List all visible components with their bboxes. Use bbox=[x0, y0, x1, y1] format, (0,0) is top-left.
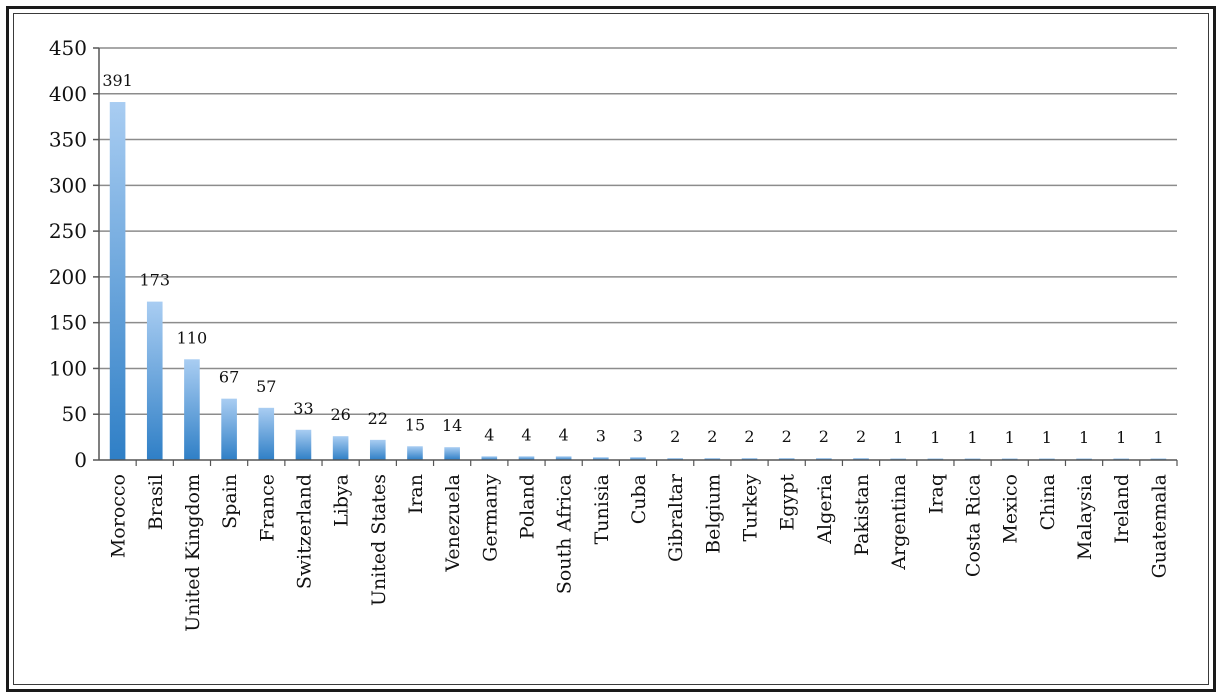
bar bbox=[407, 446, 423, 460]
data-label: 14 bbox=[442, 416, 462, 435]
bar bbox=[295, 429, 312, 460]
data-label: 3 bbox=[633, 426, 643, 445]
category-label: Spain bbox=[219, 474, 241, 529]
data-label: 1 bbox=[967, 428, 977, 447]
y-tick-label: 300 bbox=[49, 173, 87, 197]
category-label: Tunisia bbox=[591, 474, 613, 544]
category-label: Mexico bbox=[1000, 474, 1022, 544]
bars bbox=[109, 102, 1167, 461]
data-label: 2 bbox=[707, 427, 717, 446]
bar bbox=[630, 457, 646, 460]
y-tick-label: 400 bbox=[49, 82, 87, 106]
category-label: Venezuela bbox=[442, 474, 464, 573]
category-label: Malaysia bbox=[1074, 474, 1096, 560]
category-label: South Africa bbox=[554, 474, 576, 594]
bar bbox=[258, 407, 275, 460]
bar bbox=[555, 456, 572, 460]
y-tick-label: 450 bbox=[49, 36, 87, 60]
data-label: 26 bbox=[330, 405, 350, 424]
category-label: Poland bbox=[516, 474, 538, 539]
y-axis: 0 50 100 150 200 250 300 350 400 450 bbox=[49, 36, 100, 472]
bar bbox=[221, 398, 237, 460]
category-label: Costa Rica bbox=[963, 474, 985, 577]
bar bbox=[481, 456, 498, 460]
data-label: 67 bbox=[219, 368, 239, 387]
category-label: Belgium bbox=[702, 474, 724, 554]
x-axis: Morocco Brasil United Kingdom Spain France Sw… bbox=[99, 459, 1178, 632]
bar bbox=[518, 456, 535, 460]
bar bbox=[778, 458, 795, 460]
y-tick-label: 250 bbox=[49, 219, 87, 243]
category-label: Cuba bbox=[628, 474, 650, 524]
bar bbox=[704, 458, 721, 460]
category-label: Turkey bbox=[740, 474, 762, 542]
category-label: Libya bbox=[331, 474, 353, 527]
data-label: 391 bbox=[102, 71, 133, 90]
bar bbox=[853, 458, 869, 460]
category-label: Iraq bbox=[925, 474, 947, 514]
category-label: Guatemala bbox=[1148, 474, 1170, 578]
data-label: 2 bbox=[744, 427, 754, 446]
data-label: 22 bbox=[368, 409, 388, 428]
y-tick-label: 150 bbox=[49, 311, 87, 335]
bar bbox=[444, 447, 460, 460]
data-label: 1 bbox=[1116, 428, 1126, 447]
data-label: 1 bbox=[930, 428, 940, 447]
data-label: 15 bbox=[405, 415, 425, 434]
y-tick-label: 100 bbox=[49, 356, 87, 380]
bar bbox=[332, 436, 349, 460]
bar bbox=[593, 457, 609, 460]
data-label: 2 bbox=[782, 427, 792, 446]
data-label: 1 bbox=[893, 428, 903, 447]
data-label: 4 bbox=[559, 425, 569, 444]
data-label: 57 bbox=[256, 377, 276, 396]
bar bbox=[741, 458, 758, 460]
data-label: 1 bbox=[1079, 428, 1089, 447]
category-label: Algeria bbox=[814, 474, 836, 545]
category-label: France bbox=[256, 474, 278, 542]
data-label: 4 bbox=[484, 425, 494, 444]
category-label: Argentina bbox=[888, 474, 910, 571]
category-label: United States bbox=[368, 474, 390, 606]
data-label: 4 bbox=[521, 425, 531, 444]
category-label: Egypt bbox=[777, 474, 799, 531]
category-label: Ireland bbox=[1111, 474, 1133, 544]
category-label: Iran bbox=[405, 474, 427, 514]
y-tick-label: 0 bbox=[74, 448, 87, 472]
data-label: 2 bbox=[670, 427, 680, 446]
bar-chart: 0 50 100 150 200 250 300 350 400 450 391 173 110 67 5… bbox=[49, 36, 1178, 632]
chart-inner-border bbox=[13, 13, 1209, 685]
y-tick-label: 200 bbox=[49, 265, 87, 289]
bar bbox=[146, 301, 163, 460]
bar bbox=[667, 458, 683, 460]
category-label: United Kingdom bbox=[182, 474, 204, 632]
data-label: 1 bbox=[1042, 428, 1052, 447]
data-label: 2 bbox=[856, 427, 866, 446]
bar bbox=[109, 102, 126, 461]
y-tick-label: 50 bbox=[62, 402, 87, 426]
bar bbox=[184, 359, 200, 460]
chart-frame: 0 50 100 150 200 250 300 350 400 450 391 173 110 67 5… bbox=[6, 6, 1216, 692]
category-label: Morocco bbox=[108, 474, 130, 558]
category-label: Brasil bbox=[145, 474, 167, 530]
category-label: Gibraltar bbox=[665, 473, 687, 562]
data-label: 173 bbox=[139, 271, 170, 290]
data-label: 2 bbox=[819, 427, 829, 446]
data-label: 1 bbox=[1153, 428, 1163, 447]
data-label: 110 bbox=[177, 328, 208, 347]
data-label: 33 bbox=[293, 399, 313, 418]
data-label: 1 bbox=[1005, 428, 1015, 447]
category-label: Pakistan bbox=[851, 474, 873, 556]
category-label: Germany bbox=[479, 474, 501, 562]
data-label: 3 bbox=[596, 426, 606, 445]
category-label: Switzerland bbox=[293, 474, 315, 589]
category-label: China bbox=[1037, 474, 1059, 530]
y-tick-label: 350 bbox=[49, 128, 87, 152]
bar bbox=[369, 439, 386, 460]
bar bbox=[816, 458, 832, 460]
gridlines bbox=[99, 47, 1177, 415]
